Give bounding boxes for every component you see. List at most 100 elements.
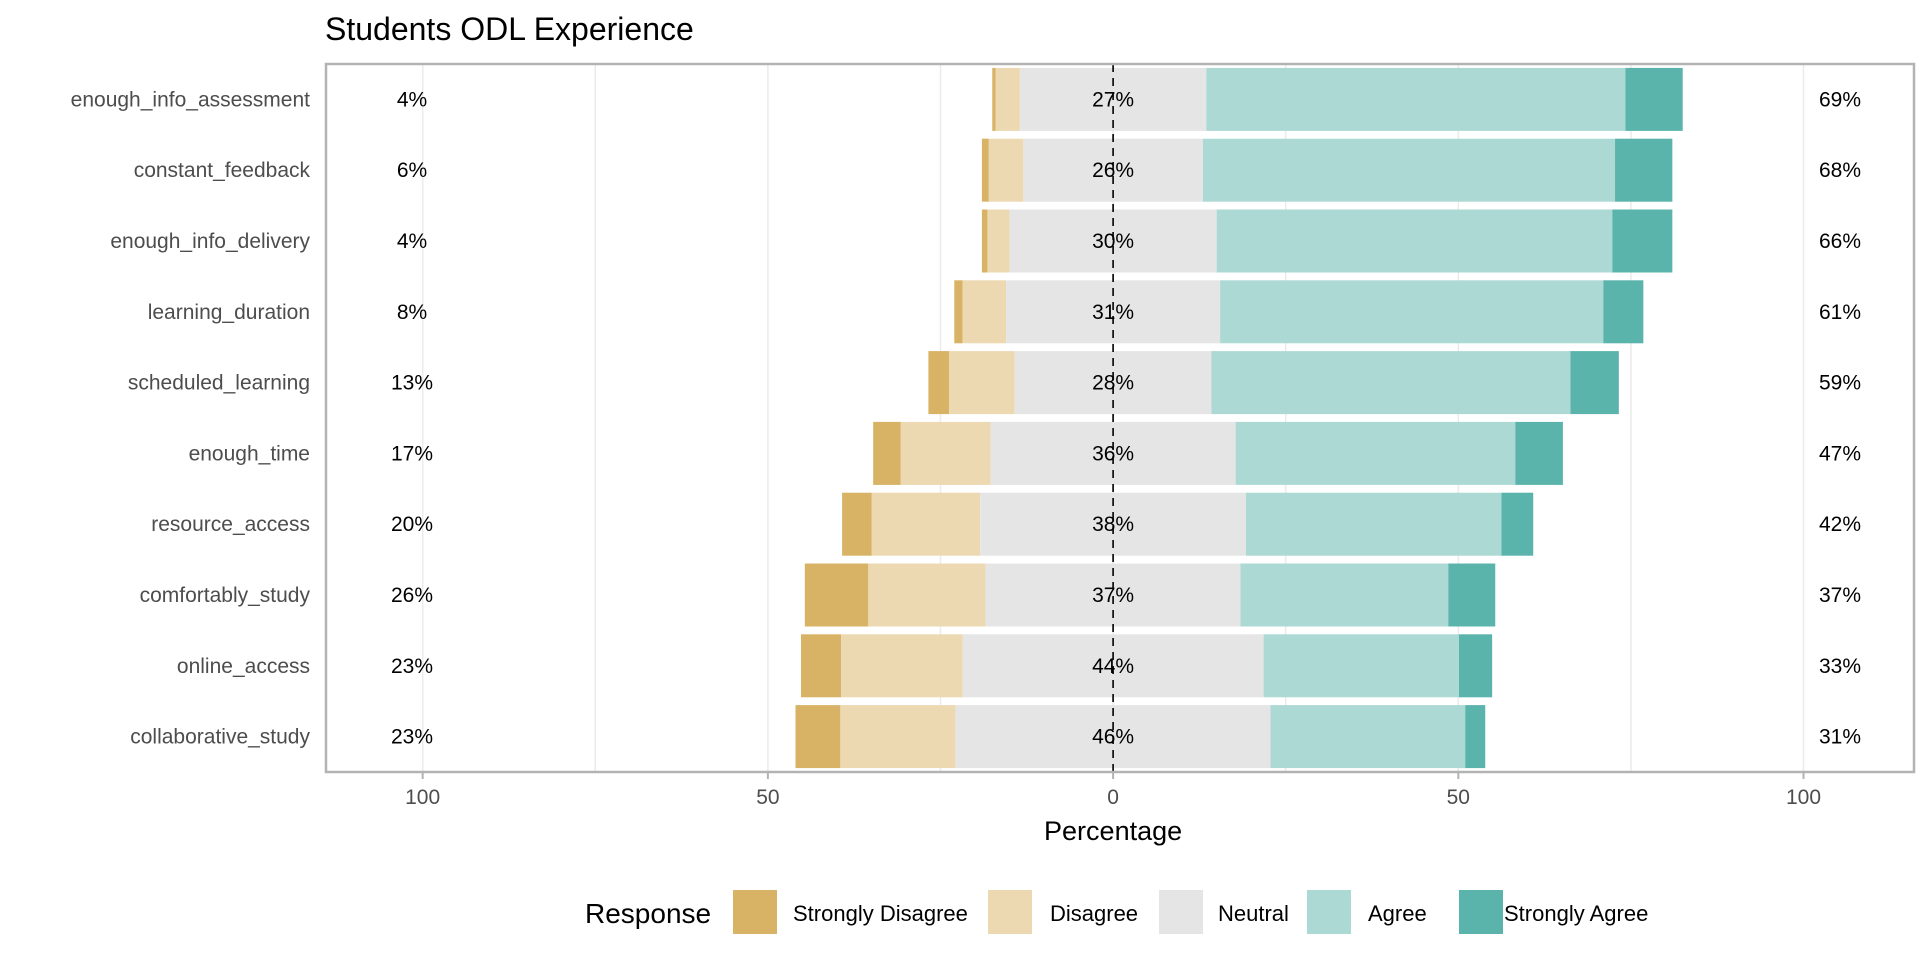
bar-agree xyxy=(1246,492,1502,556)
bar-disagree xyxy=(868,563,986,627)
category-label: online_access xyxy=(177,655,310,678)
bar-disagree xyxy=(949,351,1015,415)
low-percentage-label: 23% xyxy=(391,655,433,678)
bar-agree xyxy=(1235,421,1516,485)
neutral-percentage-label: 31% xyxy=(1092,301,1134,324)
bar-disagree xyxy=(900,421,991,485)
low-percentage-label: 8% xyxy=(397,301,427,324)
low-percentage-label: 4% xyxy=(397,88,427,111)
bar-strongly-disagree xyxy=(981,209,988,273)
bar-strongly-disagree xyxy=(801,634,842,698)
bar-strongly-agree xyxy=(1615,138,1673,202)
bar-strongly-agree xyxy=(1570,351,1619,415)
bar-agree xyxy=(1263,634,1460,698)
high-percentage-label: 66% xyxy=(1819,230,1861,253)
bar-strongly-disagree xyxy=(992,67,996,131)
bar-strongly-agree xyxy=(1625,67,1683,131)
category-label: resource_access xyxy=(151,513,310,536)
legend-label: Strongly Agree xyxy=(1504,901,1648,926)
legend-label: Disagree xyxy=(1050,901,1138,926)
low-percentage-label: 17% xyxy=(391,442,433,465)
category-label: enough_info_assessment xyxy=(71,88,311,111)
bar-agree xyxy=(1220,280,1604,344)
neutral-percentage-label: 38% xyxy=(1092,513,1134,536)
bar-strongly-agree xyxy=(1515,421,1563,485)
legend-label: Neutral xyxy=(1218,901,1289,926)
high-percentage-label: 31% xyxy=(1819,726,1861,749)
legend-label: Agree xyxy=(1368,901,1427,926)
x-axis-label: Percentage xyxy=(1044,816,1182,846)
neutral-percentage-label: 44% xyxy=(1092,655,1134,678)
bar-strongly-disagree xyxy=(804,563,869,627)
bar-strongly-agree xyxy=(1459,634,1493,698)
category-label: enough_time xyxy=(189,442,310,465)
legend-label: Strongly Disagree xyxy=(793,901,968,926)
legend-swatch xyxy=(1459,890,1503,934)
x-tick-label: 50 xyxy=(756,786,779,809)
neutral-percentage-label: 37% xyxy=(1092,584,1134,607)
low-percentage-label: 4% xyxy=(397,230,427,253)
bar-disagree xyxy=(995,67,1020,131)
neutral-percentage-label: 27% xyxy=(1092,88,1134,111)
legend-swatch xyxy=(988,890,1032,934)
high-percentage-label: 69% xyxy=(1819,88,1861,111)
bar-strongly-disagree xyxy=(954,280,963,344)
neutral-percentage-label: 36% xyxy=(1092,442,1134,465)
neutral-percentage-label: 30% xyxy=(1092,230,1134,253)
bar-agree xyxy=(1211,351,1571,415)
bar-agree xyxy=(1206,67,1626,131)
category-label: collaborative_study xyxy=(130,726,310,749)
high-percentage-label: 59% xyxy=(1819,372,1861,395)
bar-strongly-disagree xyxy=(928,351,950,415)
bar-agree xyxy=(1240,563,1449,627)
neutral-percentage-label: 28% xyxy=(1092,372,1134,395)
bar-strongly-agree xyxy=(1501,492,1534,556)
high-percentage-label: 47% xyxy=(1819,442,1861,465)
high-percentage-label: 68% xyxy=(1819,159,1861,182)
chart-title: Students ODL Experience xyxy=(325,11,694,47)
low-percentage-label: 23% xyxy=(391,726,433,749)
low-percentage-label: 26% xyxy=(391,584,433,607)
low-percentage-label: 13% xyxy=(391,372,433,395)
legend-swatch xyxy=(1307,890,1351,934)
bar-agree xyxy=(1216,209,1613,273)
legend-swatch xyxy=(1159,890,1203,934)
category-label: constant_feedback xyxy=(134,159,311,182)
high-percentage-label: 37% xyxy=(1819,584,1861,607)
bar-disagree xyxy=(840,705,956,769)
high-percentage-label: 33% xyxy=(1819,655,1861,678)
bar-disagree xyxy=(962,280,1007,344)
x-tick-label: 50 xyxy=(1447,786,1470,809)
legend-swatch xyxy=(733,890,777,934)
bar-disagree xyxy=(988,138,1024,202)
high-percentage-label: 42% xyxy=(1819,513,1861,536)
bar-strongly-agree xyxy=(1603,280,1644,344)
neutral-percentage-label: 46% xyxy=(1092,726,1134,749)
panel-border xyxy=(324,62,1916,774)
bar-disagree xyxy=(841,634,963,698)
bar-agree xyxy=(1270,705,1466,769)
category-label: learning_duration xyxy=(148,301,310,324)
x-tick-label: 0 xyxy=(1107,786,1119,809)
bar-strongly-disagree xyxy=(795,705,841,769)
bar-strongly-agree xyxy=(1465,705,1486,769)
legend-title: Response xyxy=(585,898,711,929)
bar-strongly-disagree xyxy=(842,492,872,556)
x-tick-label: 100 xyxy=(1786,786,1821,809)
bar-disagree xyxy=(871,492,981,556)
category-label: comfortably_study xyxy=(140,584,311,607)
neutral-percentage-label: 26% xyxy=(1092,159,1134,182)
low-percentage-label: 20% xyxy=(391,513,433,536)
low-percentage-label: 6% xyxy=(397,159,427,182)
x-tick-label: 100 xyxy=(405,786,440,809)
bar-strongly-agree xyxy=(1612,209,1673,273)
category-label: scheduled_learning xyxy=(128,372,310,395)
bar-disagree xyxy=(987,209,1010,273)
bar-agree xyxy=(1202,138,1616,202)
bar-strongly-disagree xyxy=(873,421,901,485)
category-label: enough_info_delivery xyxy=(110,230,310,253)
high-percentage-label: 61% xyxy=(1819,301,1861,324)
bar-strongly-disagree xyxy=(981,138,989,202)
